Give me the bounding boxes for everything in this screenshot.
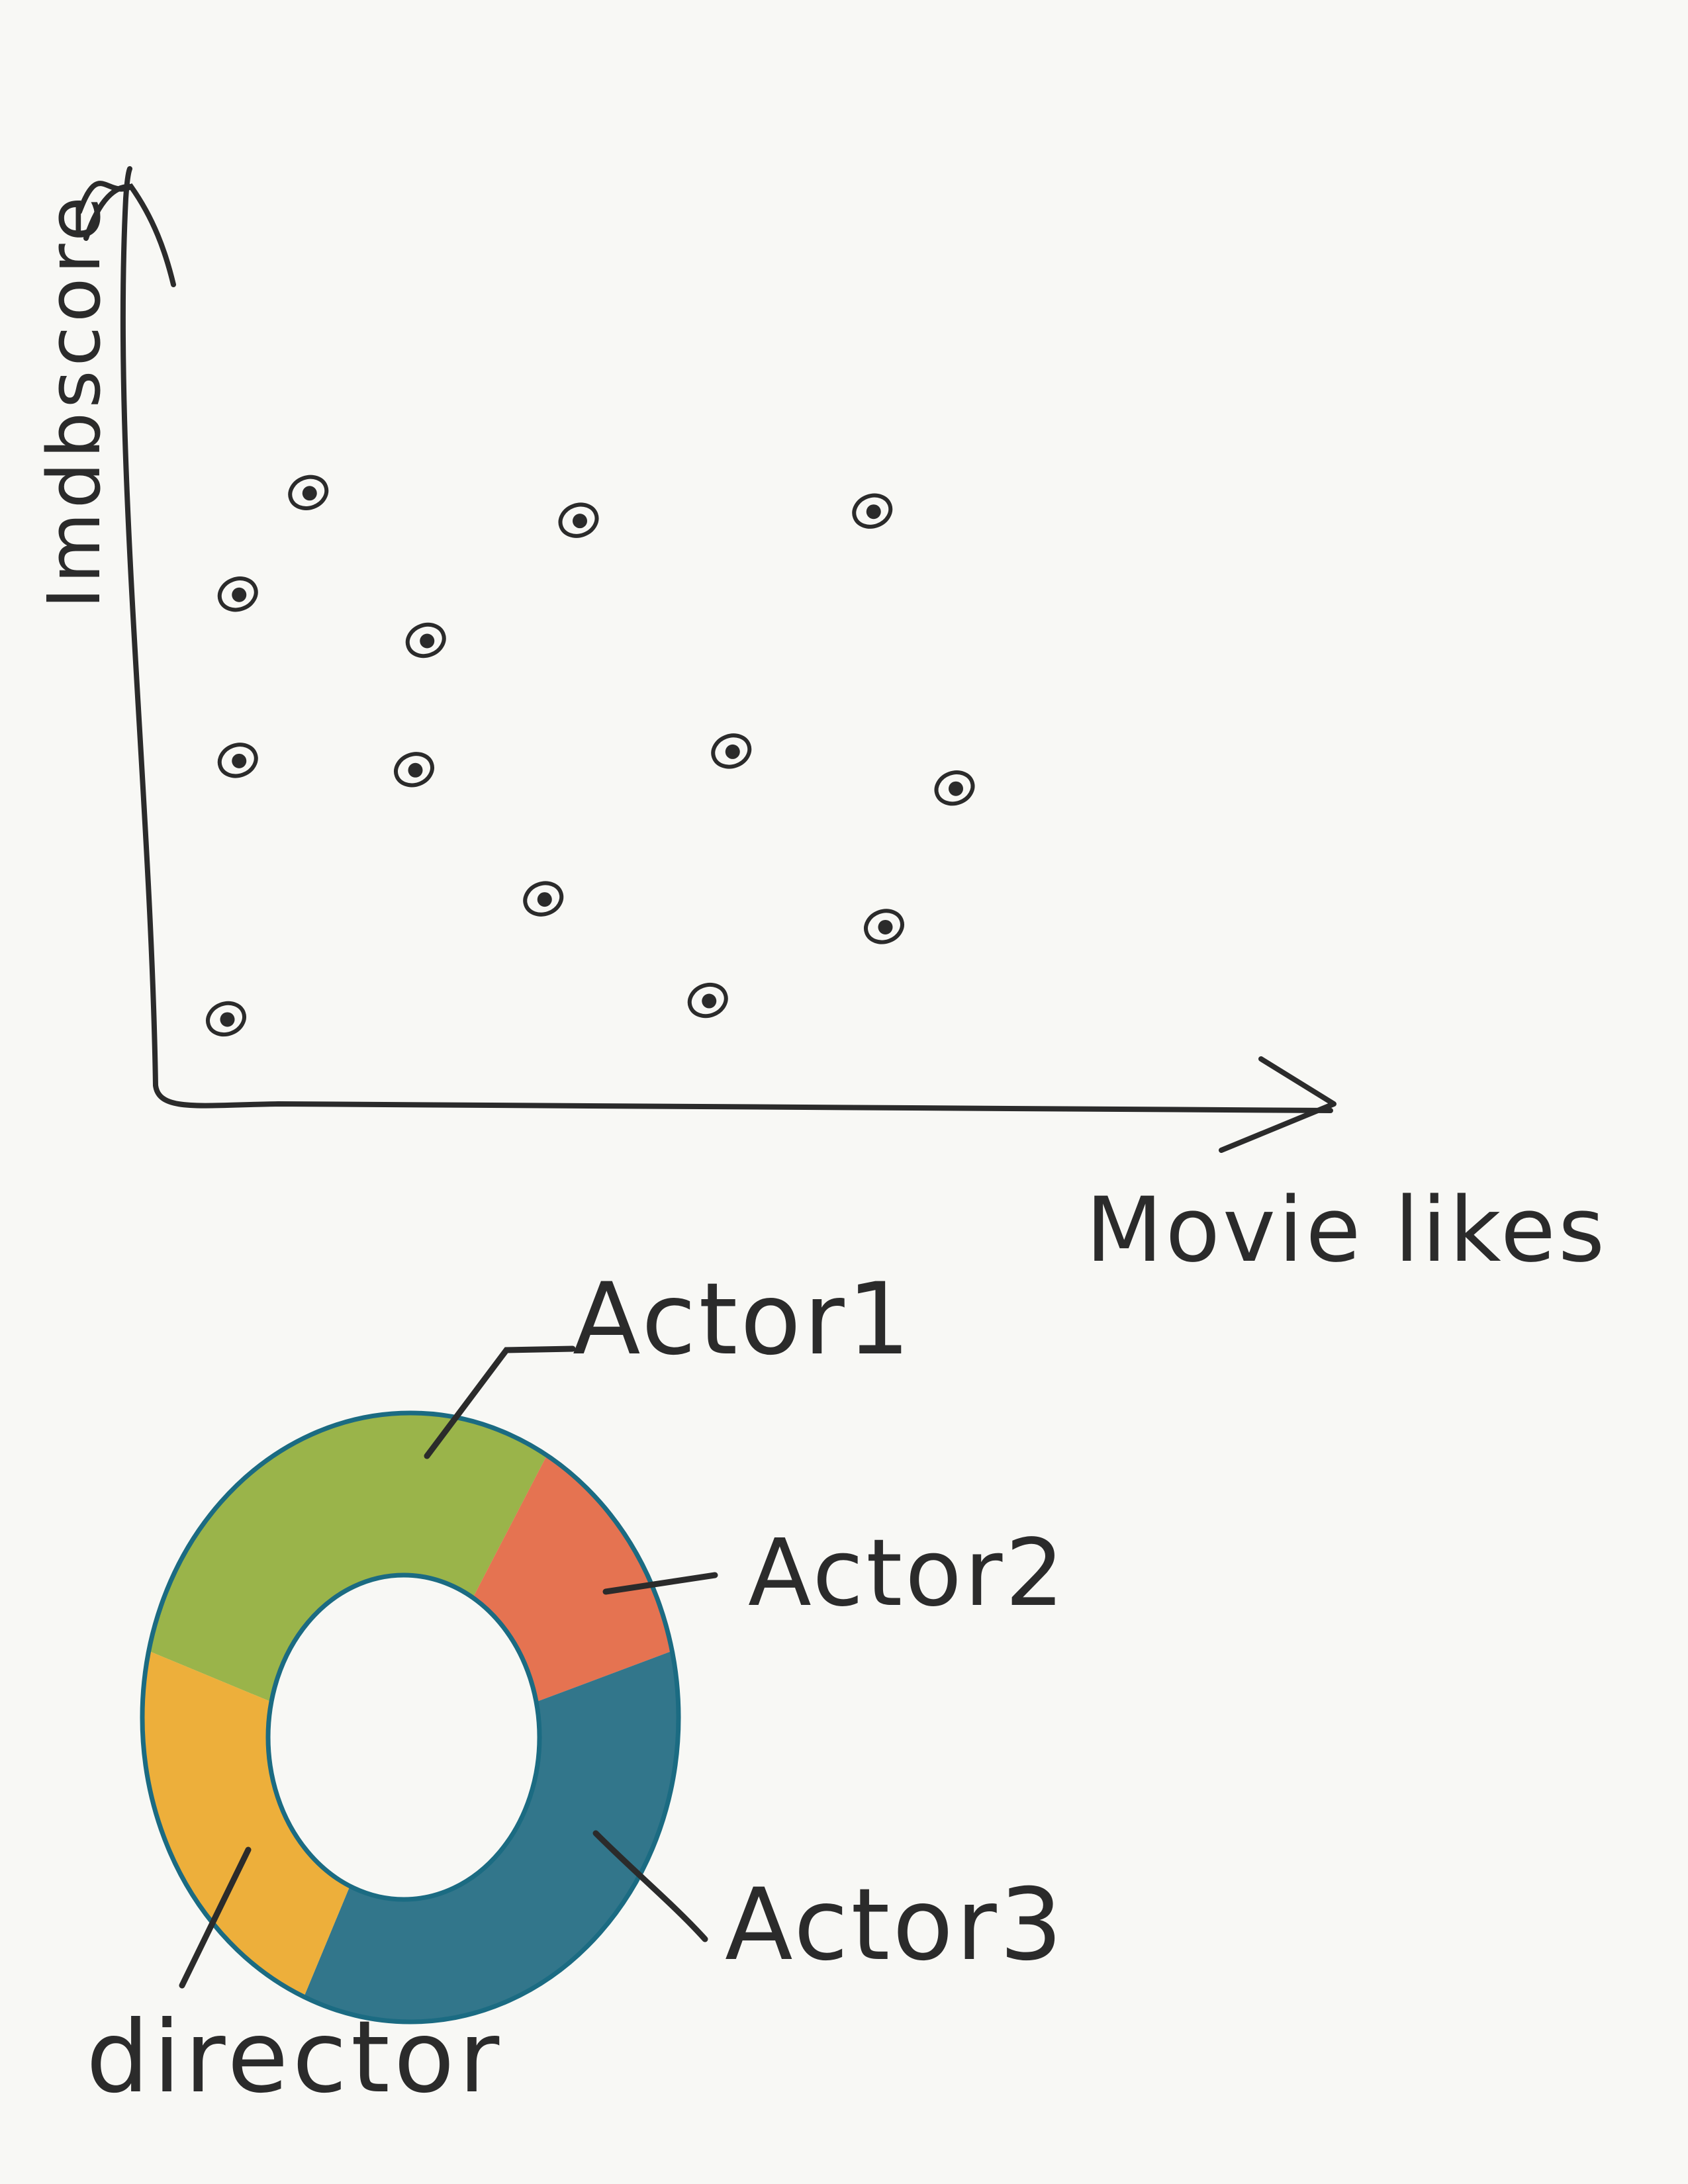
scatter-point [288, 475, 329, 510]
leader-line-actor1 [424, 1345, 576, 1459]
scatter-point [217, 576, 258, 612]
x-axis-label: Movie likes [1086, 1178, 1607, 1282]
scatter-point [523, 881, 564, 917]
slice-label-director: director [86, 2000, 503, 2115]
leader-line-director [179, 1846, 252, 1989]
y-axis [120, 166, 158, 1088]
scatter-point [687, 982, 728, 1019]
donut-outer-outline [140, 1410, 681, 2025]
scatter-point [852, 493, 893, 529]
scatter-point [405, 622, 446, 659]
x-axis-arrow [1219, 1056, 1336, 1153]
scatter-point [558, 502, 599, 538]
scatter-point [394, 752, 434, 788]
scatter-point [217, 743, 258, 778]
y-axis-label: Imdbscore [32, 193, 117, 609]
donut-chart: Actor1 Actor2 Actor3 director [86, 1262, 1066, 2115]
scatter-point [864, 909, 904, 944]
scatter-points [206, 475, 975, 1037]
donut-slice-director [142, 1651, 350, 1997]
scatter-chart: Imdbscore Movie likes [32, 166, 1607, 1282]
slice-label-actor2: Actor2 [748, 1520, 1066, 1627]
slice-label-actor3: Actor3 [725, 1868, 1065, 1983]
slice-label-actor1: Actor1 [573, 1262, 913, 1377]
donut-slice-actor3 [304, 1651, 679, 2022]
leader-line-actor3 [592, 1830, 708, 1942]
scatter-point [711, 733, 752, 769]
donut-slice-actor2 [473, 1455, 673, 1702]
scatter-point [934, 770, 975, 806]
donut-slices [142, 1412, 679, 2022]
y-axis-arrow [77, 181, 176, 287]
donut-slice-actor1 [148, 1412, 547, 1702]
x-axis [153, 1083, 1333, 1113]
scatter-point [206, 1001, 246, 1037]
donut-inner-outline [265, 1572, 542, 1902]
leader-line-actor2 [602, 1572, 718, 1595]
